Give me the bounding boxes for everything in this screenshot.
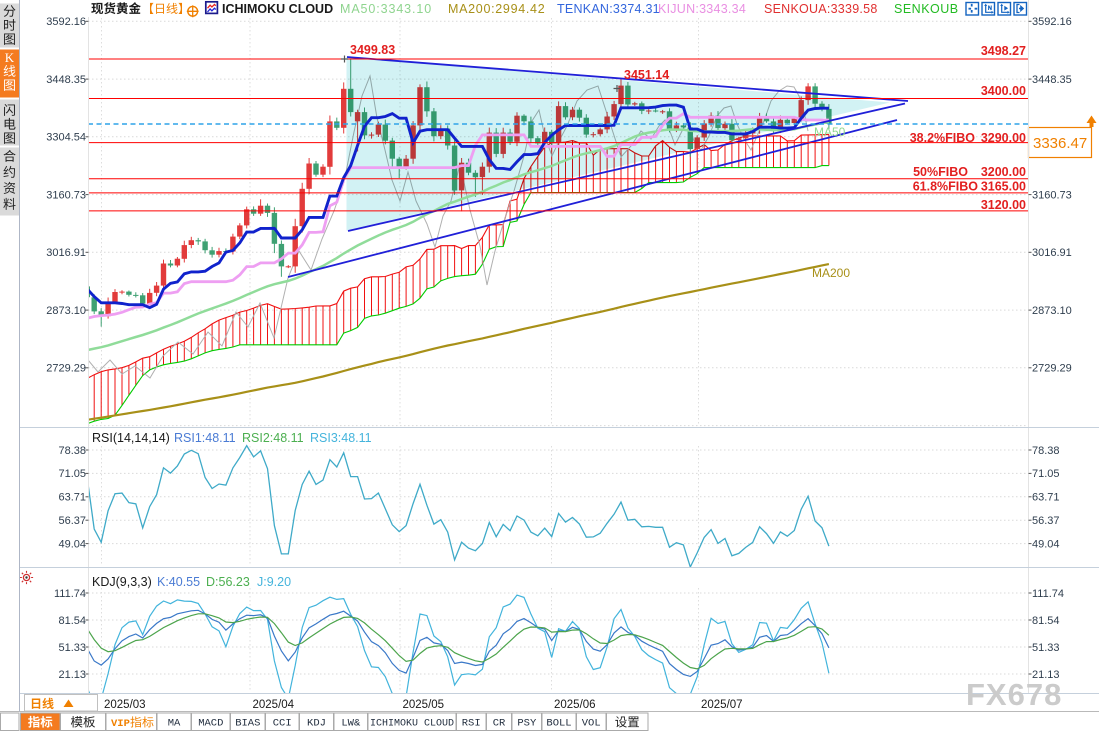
svg-text:78.38: 78.38 bbox=[58, 445, 86, 457]
svg-text:BIAS: BIAS bbox=[235, 718, 260, 730]
svg-text:50%FIBO: 50%FIBO bbox=[913, 165, 968, 179]
svg-text:CCI: CCI bbox=[273, 718, 292, 730]
svg-text:D:56.23: D:56.23 bbox=[206, 575, 250, 589]
svg-text:3016.91: 3016.91 bbox=[1032, 247, 1072, 259]
svg-text:SENKOUA:3339.58: SENKOUA:3339.58 bbox=[764, 2, 878, 16]
svg-text:ICHIMOKU CLOUD: ICHIMOKU CLOUD bbox=[370, 719, 454, 730]
svg-text:RSI1:48.11: RSI1:48.11 bbox=[174, 431, 236, 445]
svg-text:VIP: VIP bbox=[111, 718, 130, 730]
svg-text:3592.16: 3592.16 bbox=[46, 16, 86, 28]
svg-text:51.33: 51.33 bbox=[1032, 642, 1060, 654]
svg-text:RSI: RSI bbox=[462, 718, 481, 730]
svg-text:49.04: 49.04 bbox=[58, 538, 86, 550]
svg-text:3592.16: 3592.16 bbox=[1032, 16, 1072, 28]
svg-text:VOL: VOL bbox=[582, 718, 601, 730]
svg-text:2729.29: 2729.29 bbox=[1032, 363, 1072, 375]
svg-text:38.2%FIBO: 38.2%FIBO bbox=[910, 131, 976, 145]
svg-text:81.54: 81.54 bbox=[1032, 615, 1060, 627]
svg-text:2025/06: 2025/06 bbox=[554, 699, 596, 711]
svg-text:LW&: LW& bbox=[341, 718, 361, 730]
svg-text:J:9.20: J:9.20 bbox=[257, 575, 291, 589]
svg-text:63.71: 63.71 bbox=[1032, 492, 1060, 504]
svg-text:3336.47: 3336.47 bbox=[1033, 135, 1087, 152]
svg-text:3400.00: 3400.00 bbox=[981, 84, 1026, 98]
svg-text:3160.73: 3160.73 bbox=[1032, 189, 1072, 201]
svg-text:111.74: 111.74 bbox=[54, 588, 86, 600]
svg-text:FX678: FX678 bbox=[966, 677, 1062, 712]
svg-text:K:40.55: K:40.55 bbox=[157, 575, 200, 589]
svg-text:2873.10: 2873.10 bbox=[1032, 305, 1072, 317]
svg-text:3498.27: 3498.27 bbox=[981, 44, 1026, 58]
svg-text:49.04: 49.04 bbox=[1032, 538, 1060, 550]
svg-text:MA: MA bbox=[168, 718, 181, 730]
svg-text:KDJ: KDJ bbox=[307, 718, 326, 730]
svg-text:RSI3:48.11: RSI3:48.11 bbox=[310, 431, 372, 445]
svg-text:3304.54: 3304.54 bbox=[46, 132, 86, 144]
svg-text:MA50:3343.10: MA50:3343.10 bbox=[340, 2, 432, 16]
svg-text:2025/03: 2025/03 bbox=[104, 699, 146, 711]
svg-text:3448.35: 3448.35 bbox=[46, 74, 86, 86]
svg-text:111.74: 111.74 bbox=[1032, 588, 1064, 600]
svg-text:RSI2:48.11: RSI2:48.11 bbox=[242, 431, 304, 445]
svg-text:TENKAN:3374.31: TENKAN:3374.31 bbox=[557, 2, 660, 16]
svg-text:3120.00: 3120.00 bbox=[981, 198, 1026, 212]
svg-text:3016.91: 3016.91 bbox=[46, 247, 86, 259]
svg-text:PSY: PSY bbox=[517, 718, 537, 730]
svg-text:3290.00: 3290.00 bbox=[981, 131, 1026, 145]
svg-text:71.05: 71.05 bbox=[58, 468, 86, 480]
svg-text:MACD: MACD bbox=[198, 718, 223, 730]
svg-text:KDJ(9,3,3): KDJ(9,3,3) bbox=[92, 575, 152, 589]
svg-text:21.13: 21.13 bbox=[1032, 669, 1060, 681]
svg-text:CR: CR bbox=[493, 718, 506, 730]
svg-text:2025/04: 2025/04 bbox=[253, 699, 295, 711]
svg-text:21.13: 21.13 bbox=[58, 669, 86, 681]
svg-text:2729.29: 2729.29 bbox=[46, 363, 86, 375]
svg-text:3160.73: 3160.73 bbox=[46, 189, 86, 201]
svg-text:63.71: 63.71 bbox=[58, 492, 86, 504]
svg-text:3165.00: 3165.00 bbox=[981, 180, 1026, 194]
svg-text:MA200: MA200 bbox=[812, 266, 850, 280]
svg-text:MA50: MA50 bbox=[814, 125, 846, 139]
svg-text:3499.83: 3499.83 bbox=[350, 43, 395, 57]
svg-text:SENKOUB: SENKOUB bbox=[894, 2, 959, 16]
svg-text:3451.14: 3451.14 bbox=[624, 68, 669, 82]
svg-text:51.33: 51.33 bbox=[58, 642, 86, 654]
svg-text:3200.00: 3200.00 bbox=[981, 165, 1026, 179]
svg-text:61.8%FIBO: 61.8%FIBO bbox=[913, 180, 979, 194]
svg-text:ICHIMOKU CLOUD: ICHIMOKU CLOUD bbox=[222, 2, 333, 16]
svg-text:RSI(14,14,14): RSI(14,14,14) bbox=[92, 431, 170, 445]
svg-text:2025/05: 2025/05 bbox=[403, 699, 445, 711]
svg-text:2025/07: 2025/07 bbox=[701, 699, 743, 711]
svg-text:78.38: 78.38 bbox=[1032, 445, 1060, 457]
svg-text:56.37: 56.37 bbox=[58, 515, 86, 527]
svg-text:56.37: 56.37 bbox=[1032, 515, 1060, 527]
svg-text:81.54: 81.54 bbox=[58, 615, 86, 627]
svg-text:KIJUN:3343.34: KIJUN:3343.34 bbox=[658, 2, 746, 16]
svg-text:71.05: 71.05 bbox=[1032, 468, 1060, 480]
svg-text:2873.10: 2873.10 bbox=[46, 305, 86, 317]
svg-text:K: K bbox=[5, 50, 15, 65]
svg-text:MA200:2994.42: MA200:2994.42 bbox=[448, 2, 545, 16]
svg-text:BOLL: BOLL bbox=[546, 718, 571, 730]
svg-text:3448.35: 3448.35 bbox=[1032, 74, 1072, 86]
